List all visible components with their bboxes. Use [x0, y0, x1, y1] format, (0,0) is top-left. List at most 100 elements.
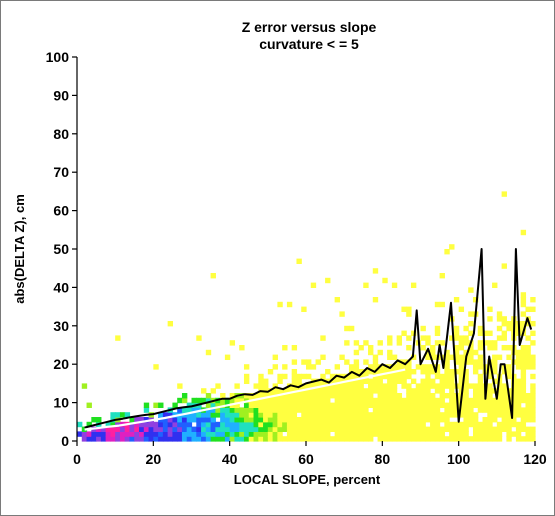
- density-cell: [181, 397, 188, 404]
- density-cell: [210, 436, 216, 442]
- density-cell: [387, 393, 393, 399]
- density-cell: [167, 417, 174, 423]
- density-cell: [377, 373, 383, 380]
- density-cell: [420, 412, 426, 418]
- density-cell: [329, 417, 336, 423]
- density-cell: [434, 373, 441, 380]
- density-cell: [272, 431, 278, 437]
- density-cell: [463, 426, 469, 432]
- density-cell: [134, 426, 140, 432]
- density-cell: [525, 359, 531, 365]
- density-cell: [444, 402, 450, 408]
- density-cell: [201, 426, 207, 432]
- density-cell: [306, 426, 312, 432]
- density-cell: [329, 426, 336, 432]
- density-cell: [248, 421, 255, 428]
- density-cell: [358, 407, 364, 413]
- density-cell: [334, 426, 340, 432]
- density-cell: [472, 383, 479, 389]
- density-cell: [353, 383, 360, 389]
- density-cell: [425, 407, 431, 413]
- density-cell: [263, 393, 269, 399]
- density-cell: [410, 378, 417, 384]
- density-cell: [501, 417, 507, 423]
- density-cell: [134, 436, 140, 442]
- density-cell: [501, 407, 507, 413]
- density-cell: [382, 407, 388, 413]
- density-cell: [363, 436, 369, 442]
- density-cell: [472, 349, 479, 356]
- density-cell: [263, 383, 269, 389]
- density-cell: [344, 421, 350, 428]
- density-cell: [425, 369, 431, 375]
- density-cell: [511, 402, 517, 408]
- density-cell: [515, 349, 522, 356]
- density-cell: [339, 388, 345, 394]
- density-cell: [91, 417, 97, 423]
- density-cell: [449, 407, 455, 413]
- density-cell: [334, 412, 340, 418]
- density-cell: [377, 369, 383, 375]
- density-cell: [477, 364, 484, 370]
- y-ticks: 0 10 20 30 40 50 60 70 80 90 100: [46, 49, 77, 449]
- density-cell: [86, 436, 92, 442]
- density-cell: [368, 417, 374, 423]
- density-cell: [105, 421, 111, 428]
- density-cell: [468, 407, 474, 413]
- density-cell: [210, 412, 216, 418]
- density-cell: [267, 407, 274, 413]
- density-cell: [382, 402, 388, 408]
- density-cell: [186, 431, 193, 437]
- density-cell: [220, 407, 226, 413]
- density-cell: [372, 364, 379, 370]
- density-cell: [282, 373, 288, 380]
- density-cell: [515, 364, 522, 370]
- density-cell: [115, 436, 121, 442]
- density-cell: [444, 369, 450, 375]
- density-cell: [339, 397, 345, 404]
- density-cell: [420, 345, 426, 351]
- density-cell: [520, 436, 527, 442]
- density-cell: [415, 431, 422, 437]
- density-cell: [477, 378, 484, 384]
- density-cell: [134, 417, 140, 423]
- density-cell: [253, 417, 259, 423]
- density-cell: [277, 378, 283, 384]
- density-cell: [372, 388, 379, 394]
- density-cell: [368, 345, 374, 351]
- density-cell: [329, 407, 336, 413]
- density-cell: [229, 417, 236, 423]
- density-cell: [410, 436, 417, 442]
- density-cell: [272, 388, 278, 394]
- density-cell: [477, 426, 484, 432]
- density-cell: [463, 412, 469, 418]
- density-cell: [368, 412, 374, 418]
- density-cell: [372, 412, 379, 418]
- density-cell: [301, 383, 307, 389]
- density-cell: [372, 268, 379, 274]
- density-cell: [363, 412, 369, 418]
- density-cell: [492, 397, 498, 404]
- density-cell: [382, 393, 388, 399]
- density-cell: [172, 421, 178, 428]
- density-cell: [391, 402, 398, 408]
- density-cell: [501, 345, 507, 351]
- density-cell: [468, 359, 474, 365]
- density-cell: [506, 354, 512, 360]
- density-cell: [134, 431, 140, 437]
- density-cell: [406, 388, 412, 394]
- density-cell: [282, 345, 288, 351]
- density-cell: [110, 412, 116, 418]
- density-cell: [530, 431, 536, 437]
- density-cell: [506, 373, 512, 380]
- density-cell: [334, 417, 340, 423]
- density-cell: [406, 431, 412, 437]
- density-cell: [181, 431, 188, 437]
- density-cell: [363, 388, 369, 394]
- density-cell: [387, 431, 393, 437]
- density-cell: [468, 354, 474, 360]
- density-cell: [91, 436, 97, 442]
- density-cell: [501, 191, 507, 197]
- density-cell: [344, 431, 350, 437]
- density-cell: [449, 383, 455, 389]
